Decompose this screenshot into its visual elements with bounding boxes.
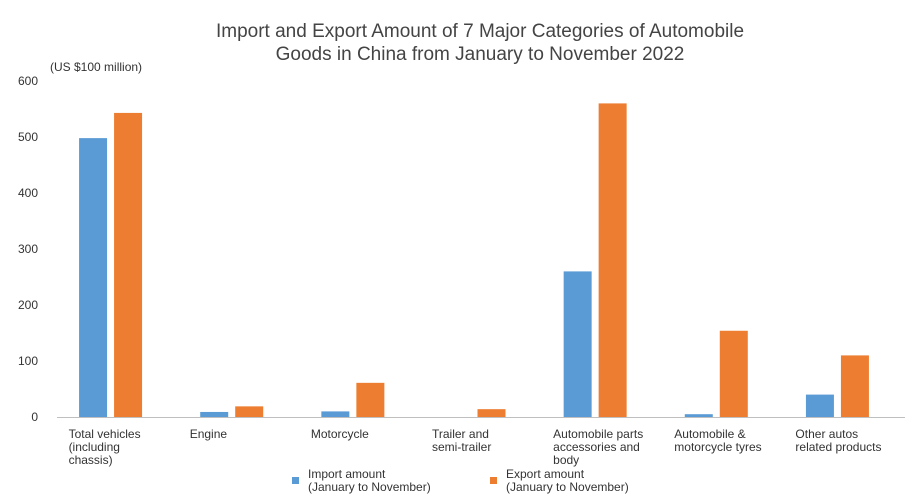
legend-item-import: Import amount (January to November): [292, 468, 431, 494]
export-bar-3: [356, 382, 385, 417]
category-label: Automobile parts accessories and body: [553, 427, 643, 467]
y-tick-label: 500: [18, 130, 38, 144]
import-bar-5: [563, 271, 592, 417]
export-bar-6: [719, 330, 748, 417]
category-labels: Total vehicles (including chassis) Engine Mo…: [69, 427, 882, 467]
category-label: Motorcycle: [311, 427, 369, 441]
y-tick-label: 100: [18, 354, 38, 368]
y-axis-ticks: 0 100 200 300 400 500 600: [18, 74, 38, 424]
export-bar-4: [477, 409, 506, 417]
bar-chart: 0 100 200 300 400 500 600 Total vehicles (inclu…: [18, 74, 905, 467]
chart-title: Import and Export Amount of 7 Major Cate…: [215, 21, 745, 65]
import-bar-1: [79, 138, 108, 417]
category-label: Total vehicles (including chassis): [69, 427, 141, 467]
import-bar-3: [321, 411, 350, 417]
y-tick-label: 200: [18, 298, 38, 312]
category-label: Engine: [190, 427, 228, 441]
y-tick-label: 600: [18, 74, 38, 88]
legend-swatch-import: [292, 477, 299, 484]
export-bar-1: [114, 112, 143, 418]
export-bar-7: [840, 355, 869, 417]
legend-item-export: Export amount (January to November): [490, 468, 629, 494]
legend: Import amount (January to November) Expo…: [0, 468, 918, 502]
y-axis-unit-label: (US $100 million): [50, 60, 143, 74]
import-bar-2: [200, 411, 229, 417]
export-bar-2: [235, 406, 264, 417]
legend-label-import: Import amount (January to November): [308, 467, 431, 494]
export-bar-5: [598, 103, 627, 418]
y-tick-label: 0: [31, 410, 38, 424]
category-label: Other autos related products: [795, 427, 881, 454]
import-bar-6: [684, 414, 713, 417]
legend-label-export: Export amount (January to November): [506, 467, 629, 494]
y-tick-label: 400: [18, 186, 38, 200]
import-bar-7: [805, 394, 834, 417]
legend-swatch-export: [490, 477, 497, 484]
bar-marks: [79, 103, 869, 418]
y-tick-label: 300: [18, 242, 38, 256]
category-label: Trailer and semi-trailer: [432, 427, 491, 454]
category-label: Automobile & motorcycle tyres: [674, 427, 761, 454]
